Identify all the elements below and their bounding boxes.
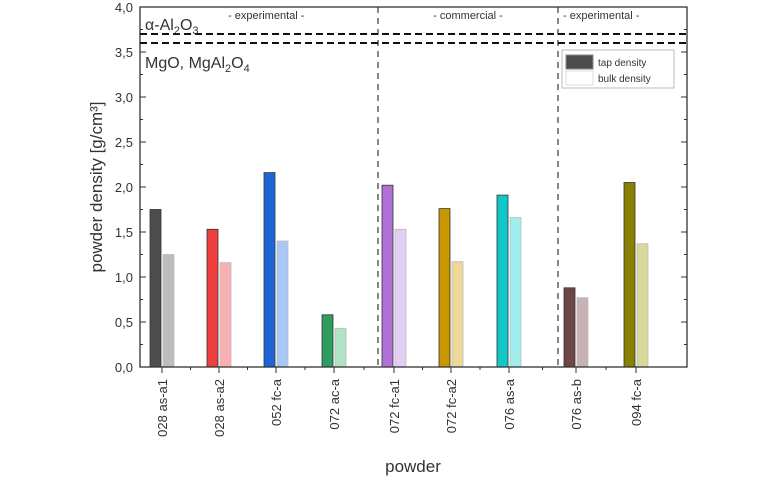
x-tick-label: 072 ac-a: [327, 378, 342, 429]
bulk-density-bar: [334, 327, 347, 368]
y-tick-label: 2,0: [115, 180, 133, 195]
tap-density-bar: [149, 209, 162, 368]
x-tick-label: 094 fc-a: [629, 378, 644, 426]
tap-density-bar: [496, 194, 509, 368]
y-tick-label: 0,5: [115, 315, 133, 330]
bulk-density-bar: [276, 240, 289, 368]
legend-label-tap: tap density: [598, 58, 646, 69]
group-label-commercial: - commercial -: [433, 10, 503, 22]
bulk-density-bar: [636, 243, 649, 368]
legend: tap density bulk density: [561, 49, 675, 89]
y-tick-label: 0,0: [115, 360, 133, 375]
x-tick-label: 028 as-a1: [155, 379, 170, 437]
group-label-experimental-1: - experimental -: [228, 10, 305, 22]
legend-swatch-bulk: [565, 70, 594, 86]
bulk-density-bar: [576, 297, 589, 368]
tap-density-bar: [563, 287, 576, 368]
tap-density-bar: [263, 172, 276, 368]
tap-density-bar: [438, 208, 451, 368]
bulk-density-bar: [162, 254, 175, 368]
x-axis-label: powder: [385, 457, 441, 476]
y-axis-label: powder density [g/cm³]: [87, 101, 106, 272]
y-tick-label: 1,0: [115, 270, 133, 285]
x-tick-label: 052 fc-a: [269, 378, 284, 426]
ref-label-mgo-spinel: MgO, MgAl2O4: [145, 55, 250, 75]
bulk-density-bar: [509, 217, 522, 368]
bulk-density-bar: [394, 228, 407, 368]
ref-label-alumina: α-Al2O3: [145, 17, 199, 37]
x-tick-label: 072 fc-a1: [387, 379, 402, 433]
x-tick-label: 028 as-a2: [212, 379, 227, 437]
y-tick-label: 3,0: [115, 90, 133, 105]
y-tick-label: 2,5: [115, 135, 133, 150]
y-tick-label: 4,0: [115, 0, 133, 15]
x-tick-label: 072 fc-a2: [444, 379, 459, 433]
bulk-density-bar: [451, 261, 464, 368]
tap-density-bar: [321, 314, 334, 368]
bulk-density-bar: [219, 262, 232, 368]
x-tick-label: 076 as-b: [569, 379, 584, 430]
tap-density-bar: [623, 182, 636, 368]
group-label-experimental-2: - experimental -: [563, 10, 640, 22]
y-tick-label: 1,5: [115, 225, 133, 240]
tap-density-bar: [206, 228, 219, 368]
y-tick-label: 3,5: [115, 45, 133, 60]
x-tick-label: 076 as-a: [502, 378, 517, 429]
legend-label-bulk: bulk density: [598, 74, 651, 85]
legend-swatch-tap: [565, 54, 594, 70]
tap-density-bar: [381, 184, 394, 368]
